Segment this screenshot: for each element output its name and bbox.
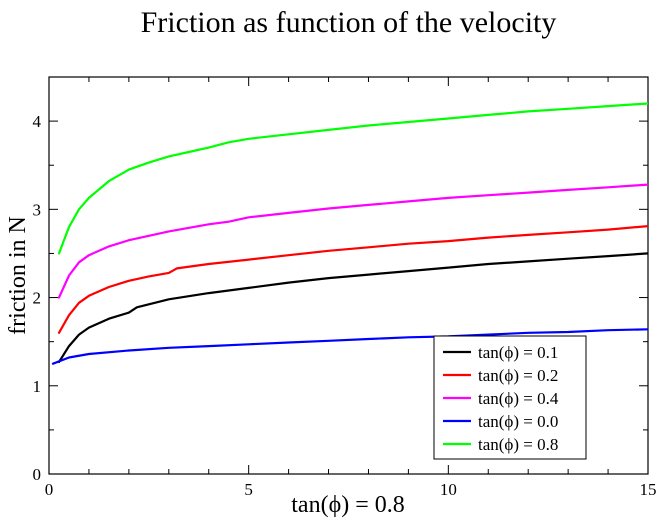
series-line-1 [57, 225, 648, 334]
y-tick-label: 2 [33, 289, 42, 308]
series-layer [51, 102, 648, 365]
x-tick-label: 5 [244, 480, 253, 499]
x-tick-label: 10 [440, 480, 457, 499]
y-tick-label: 1 [33, 377, 42, 396]
x-axis: 0 5 10 15 [45, 77, 657, 499]
series-line-2 [57, 183, 648, 299]
legend: tan(ϕ) = 0.1 tan(ϕ) = 0.2 tan(ϕ) = 0.4 tan(… [433, 335, 587, 460]
y-axis-label: friction in N [5, 216, 31, 335]
x-axis-label: tan(ϕ) = 0.8 [291, 492, 404, 518]
x-tick-label: 15 [640, 480, 657, 499]
y-tick-label: 3 [33, 200, 42, 219]
legend-label: tan(ϕ) = 0.2 [478, 366, 558, 385]
x-tick-label: 0 [45, 480, 54, 499]
y-tick-label: 0 [33, 465, 42, 484]
series-line-4 [57, 102, 648, 255]
chart-title: Friction as function of the velocity [140, 6, 557, 39]
legend-label: tan(ϕ) = 0.0 [478, 412, 558, 431]
series-line-3 [51, 328, 648, 365]
y-tick-label: 4 [33, 112, 42, 131]
legend-label: tan(ϕ) = 0.1 [478, 343, 558, 362]
legend-label: tan(ϕ) = 0.4 [478, 389, 559, 408]
series-line-0 [57, 252, 648, 364]
y-axis: 0 1 2 3 4 [33, 76, 648, 484]
legend-label: tan(ϕ) = 0.8 [478, 435, 558, 454]
